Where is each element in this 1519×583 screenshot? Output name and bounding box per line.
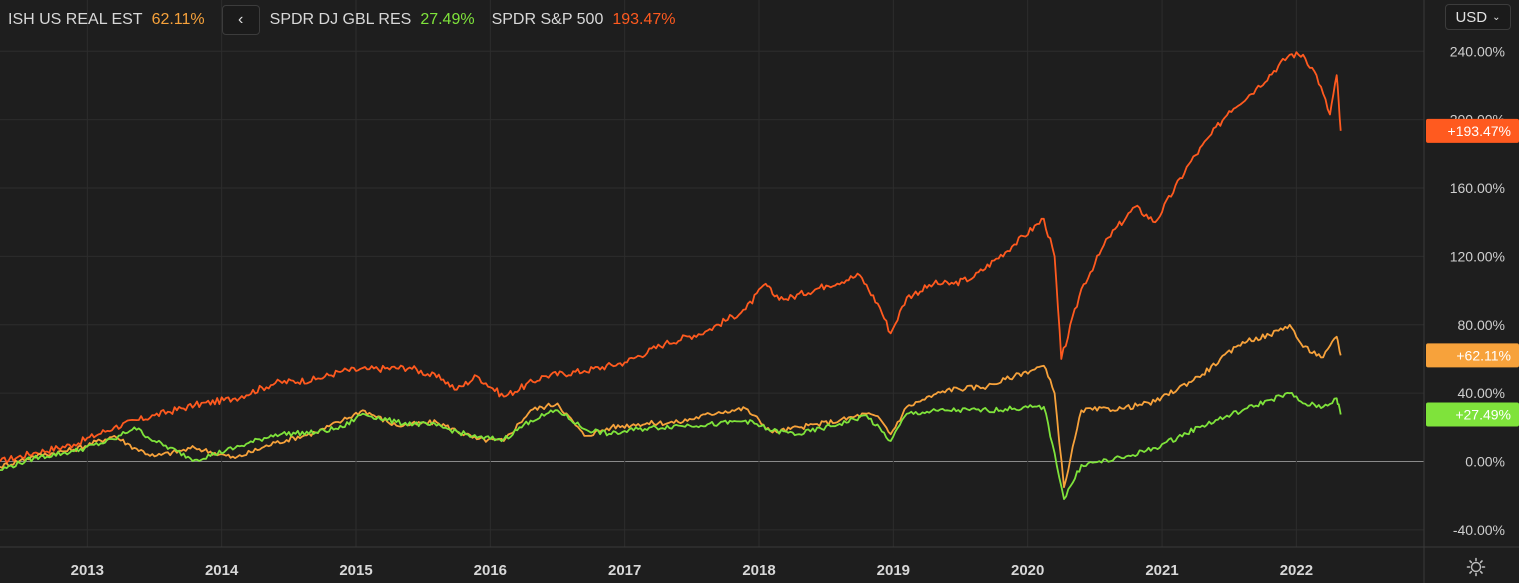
- series-line: [0, 392, 1342, 500]
- x-tick-label: 2013: [71, 562, 104, 579]
- y-tick-label: 240.00%: [1450, 43, 1505, 59]
- badge-label: +193.47%: [1448, 123, 1511, 139]
- x-tick-label: 2016: [474, 562, 507, 579]
- legend-value-spdr-sp-500: 193.47%: [612, 11, 676, 28]
- chevron-left-icon: ‹: [237, 11, 244, 28]
- end-value-badge: +62.11%: [1426, 343, 1519, 368]
- x-tick-label: 2018: [742, 562, 775, 579]
- x-tick-label: 2014: [205, 562, 239, 579]
- end-value-badges: +193.47% +62.11% +27.49%: [1426, 118, 1519, 427]
- y-tick-label: 80.00%: [1458, 317, 1505, 333]
- legend-value-ish-us-real-est: 62.11%: [151, 11, 205, 28]
- y-tick-label: 0.00%: [1465, 454, 1505, 470]
- badge-background: [1426, 402, 1519, 427]
- legend: ISH US REAL EST 62.11% ‹ SPDR DJ GBL RES…: [8, 5, 693, 35]
- badge-label: +62.11%: [1456, 347, 1511, 363]
- gear-icon: [1466, 557, 1486, 577]
- currency-label: USD: [1455, 8, 1488, 26]
- x-tick-label: 2019: [877, 562, 910, 579]
- badge-background: [1426, 118, 1519, 143]
- series-line: [0, 323, 1342, 489]
- chevron-down-icon: ⌄: [1492, 11, 1501, 23]
- legend-name-spdr-sp-500: SPDR S&P 500: [491, 11, 604, 28]
- legend-name-ish-us-real-est: ISH US REAL EST: [8, 11, 143, 28]
- y-tick-label: 120.00%: [1450, 248, 1505, 264]
- badge-label: +27.49%: [1455, 407, 1511, 423]
- legend-collapse-button[interactable]: ‹: [221, 5, 260, 35]
- x-tick-label: 2022: [1280, 562, 1313, 579]
- currency-select[interactable]: USD ⌄: [1445, 4, 1511, 30]
- badge-background: [1426, 343, 1519, 368]
- y-tick-labels: -40.00%0.00%40.00%80.00%120.00%160.00%20…: [1450, 43, 1505, 538]
- x-tick-label: 2020: [1011, 562, 1044, 579]
- x-tick-label: 2015: [339, 562, 372, 579]
- grid-lines: [0, 0, 1424, 547]
- x-tick-label: 2021: [1145, 562, 1178, 579]
- settings-button[interactable]: [1464, 555, 1488, 579]
- x-tick-labels: 2013 2014 2015 2016 2017 2018 2019 2020 2021 2022: [71, 562, 1313, 579]
- y-tick-label: 160.00%: [1450, 180, 1505, 196]
- end-value-badge: +193.47%: [1426, 118, 1519, 143]
- y-tick-label: 40.00%: [1458, 385, 1505, 401]
- legend-value-spdr-dj-gbl-res: 27.49%: [420, 11, 475, 28]
- series-lines: [0, 51, 1342, 500]
- end-value-badge: +27.49%: [1426, 402, 1519, 427]
- x-tick-label: 2017: [608, 562, 641, 579]
- series-line: [0, 51, 1342, 464]
- legend-name-spdr-dj-gbl-res: SPDR DJ GBL RES: [269, 11, 412, 28]
- y-tick-label: -40.00%: [1453, 522, 1505, 538]
